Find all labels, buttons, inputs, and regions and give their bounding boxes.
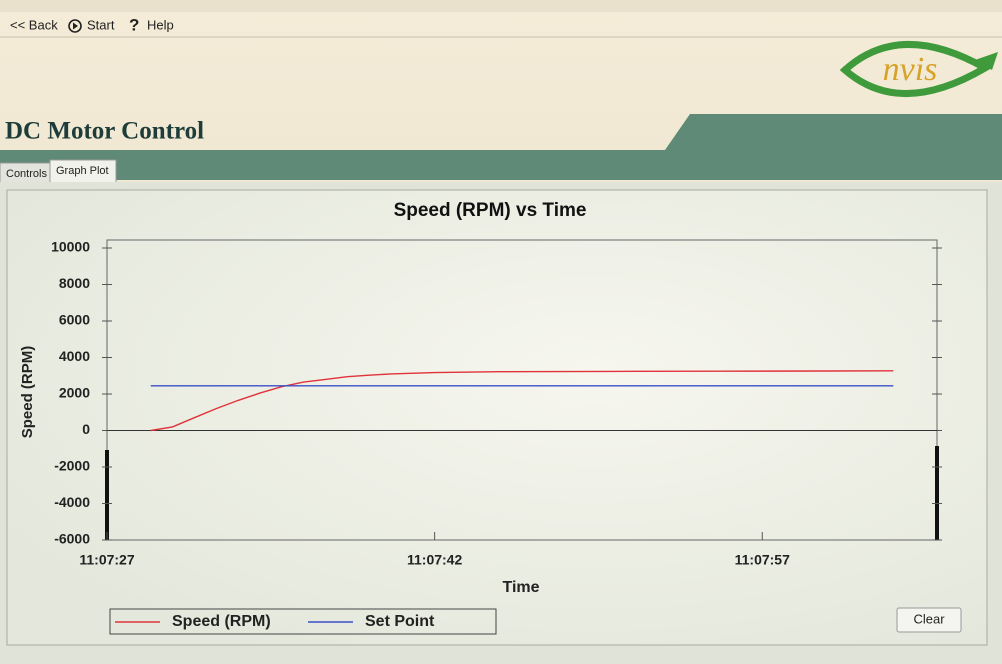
x-axis-label: Time [502,579,539,596]
toolbar: << Back Start ? Help [10,15,174,34]
logo: nvis [839,41,998,97]
y-tick-label: -2000 [54,458,90,474]
header-banner [665,114,1002,150]
x-tick-label: 11:07:27 [79,552,134,568]
start-button[interactable]: Start [87,17,115,32]
legend-box [109,608,497,635]
plot-edge [105,450,109,540]
chart: Speed (RPM) vs Time Time Speed (RPM) -60… [19,200,942,596]
header-strip [0,150,1002,180]
y-tick-label: 0 [82,421,90,437]
data-line [150,370,894,432]
y-tick-label: 10000 [51,239,90,255]
start-icon-arrow [73,22,78,30]
back-button[interactable]: << Back [10,17,58,32]
y-tick-label: 4000 [59,348,90,364]
chart-title: Speed (RPM) vs Time [394,200,587,221]
clear-button-label[interactable]: Clear [913,611,945,626]
y-tick-label: -4000 [54,494,90,510]
y-tick-label: 6000 [59,312,90,328]
legend-label: Speed (RPM) [172,613,271,630]
y-axis-label: Speed (RPM) [19,346,36,439]
clear-button[interactable] [896,607,962,633]
plot-edge [935,446,939,540]
logo-tail [975,52,998,70]
help-button[interactable]: Help [147,17,174,32]
help-icon: ? [129,15,139,34]
y-tick-label: 2000 [59,385,90,401]
x-tick-label: 11:07:57 [735,552,790,568]
title-bar [0,0,1002,12]
logo-fish [839,41,993,97]
logo-text: nvis [883,51,938,88]
chart-area [6,189,988,646]
plot-frame [106,239,938,541]
start-icon [68,19,82,33]
x-tick-label: 11:07:42 [407,552,462,568]
header-title: DC Motor Control [5,118,204,145]
legend-label: Set Point [365,613,435,630]
y-tick-label: 8000 [59,275,90,291]
tab-label[interactable]: Graph Plot [56,165,109,177]
tab-label[interactable]: Controls [6,168,47,180]
y-tick-label: -6000 [54,531,90,547]
